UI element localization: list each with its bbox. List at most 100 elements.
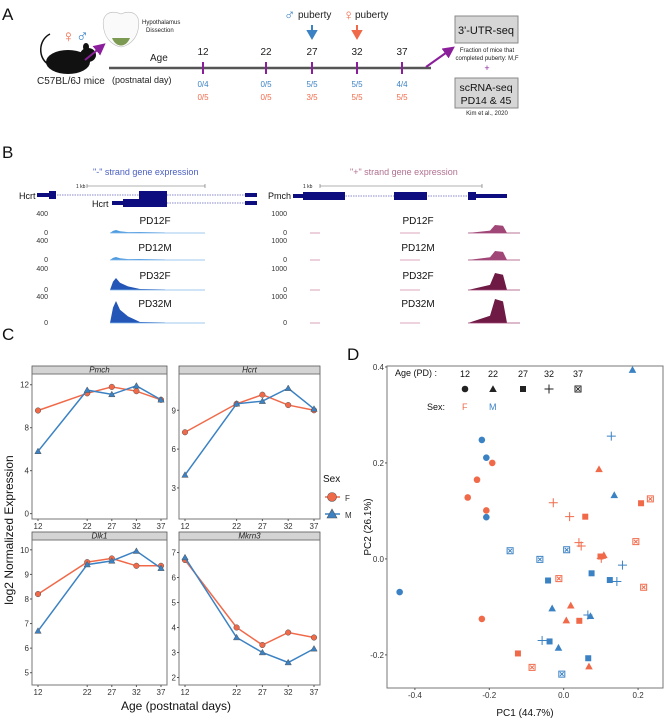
- utr-seq-box: [454, 15, 519, 44]
- data-point-female: [285, 629, 292, 636]
- track-scale-max: 400: [36, 211, 48, 218]
- scale-bar: [319, 184, 483, 188]
- data-point-male: [232, 400, 241, 407]
- y-tick-label: 5: [25, 669, 30, 678]
- pca-point-M-12: [483, 513, 490, 521]
- gene-label-hcrt: Hcrt: [92, 199, 109, 209]
- age-label: Age: [150, 53, 168, 64]
- y-tick-label: 5: [172, 599, 177, 608]
- female-symbol-icon: ♀: [62, 27, 75, 46]
- female-fraction: 5/5: [396, 93, 408, 102]
- data-point-male: [83, 560, 91, 568]
- x-tick-label: 37: [157, 522, 166, 531]
- pca-point-M-32: [583, 610, 593, 620]
- pca-point-M-27: [545, 577, 552, 584]
- legend-age-label: 27: [518, 369, 528, 379]
- data-point-male: [232, 633, 241, 641]
- track-label: PD32M: [138, 299, 171, 310]
- male-fraction: 0/4: [197, 80, 209, 89]
- female-symbol-icon: ♀: [343, 7, 354, 24]
- coverage-peak-plus: [468, 273, 507, 290]
- y-tick-label: 6: [172, 574, 177, 583]
- coverage-peak-plus: [468, 251, 507, 260]
- x-tick-label: 27: [258, 522, 267, 531]
- scale-bar-label: 1 kb: [76, 184, 86, 190]
- track-label: PD32M: [401, 299, 434, 310]
- legend-sex-female: F: [462, 402, 468, 412]
- track-scale-min: 0: [44, 257, 48, 264]
- pca-point-F-32: [576, 541, 586, 551]
- pca-point-F-37: [640, 583, 648, 591]
- y-tick-label: 4: [25, 467, 30, 476]
- panel-label-c: C: [2, 325, 14, 344]
- pca-point-F-22: [585, 662, 593, 670]
- pca-point-M-12: [483, 454, 490, 461]
- pca-point-M-22: [628, 366, 637, 373]
- data-point-female: [133, 388, 140, 395]
- gene-model-hcrt: [37, 191, 257, 199]
- facet-title: Dlk1: [91, 532, 107, 541]
- minus-strand-title: "-" strand gene expression: [93, 167, 198, 177]
- data-point-male: [34, 447, 42, 454]
- age-tick-label: 12: [197, 47, 209, 58]
- legend-age-label: 37: [573, 369, 583, 379]
- legend-sex-title: Sex:: [427, 402, 445, 412]
- data-point-female: [259, 391, 266, 398]
- data-point-female: [259, 641, 266, 649]
- coverage-peak-minus: [110, 301, 165, 323]
- pca-point-M-22: [610, 491, 619, 499]
- y-tick-label: 6: [172, 445, 177, 454]
- female-fraction: 0/5: [260, 93, 272, 102]
- x-tick-label: 27: [258, 688, 267, 697]
- track-scale-max: 400: [36, 238, 48, 245]
- data-point-female: [108, 383, 115, 390]
- data-point-male: [83, 386, 91, 393]
- y-tick-label: 3: [172, 484, 177, 493]
- x-axis-label: Age (postnatal days): [121, 699, 231, 713]
- track-scale-min: 0: [283, 257, 287, 264]
- pc2-axis-label: PC2 (26.1%): [363, 498, 374, 555]
- coverage-peak-plus: [468, 225, 507, 233]
- gene-model-pmch: [293, 192, 507, 200]
- track-label: PD32F: [402, 271, 433, 282]
- x-tick-label: 37: [310, 688, 319, 697]
- data-point-male: [181, 471, 189, 478]
- data-point-male: [157, 564, 165, 571]
- x-tick-label: 22: [232, 688, 241, 697]
- pca-point-F-37: [555, 575, 563, 583]
- scale-bar-label: 1 kb: [303, 184, 313, 190]
- legend-entry-male: M: [345, 511, 352, 520]
- x-tick-label: 22: [83, 522, 92, 531]
- pca-plot-area: [386, 365, 664, 689]
- pca-point-F-12: [488, 459, 496, 467]
- pca-point-M-32: [606, 431, 616, 441]
- panel-label-b: B: [2, 143, 13, 162]
- data-point-male: [258, 648, 267, 656]
- panel-label-d: D: [347, 345, 359, 364]
- y-axis-label: log2 Normalized Expression: [2, 455, 16, 604]
- pca-point-M-32: [617, 560, 627, 570]
- legend-entry-female: F: [345, 494, 350, 503]
- gene-label-pmch: Pmch: [268, 191, 291, 201]
- female-fraction: 5/5: [351, 93, 363, 102]
- pca-point-M-32: [612, 576, 622, 586]
- pca-point-F-37: [632, 538, 640, 546]
- data-point-female: [233, 624, 240, 631]
- pca-point-F-32: [596, 553, 606, 563]
- scale-bar: [86, 184, 206, 188]
- mouse-strain-label: C57BL/6J mice: [37, 76, 105, 87]
- facet-panel: [31, 539, 168, 686]
- data-point-male: [310, 645, 318, 652]
- male-fraction: 5/5: [351, 80, 363, 89]
- pc1-axis-label: PC1 (44.7%): [496, 708, 553, 719]
- data-point-male: [310, 405, 318, 412]
- plus-sign: +: [484, 63, 489, 73]
- pca-point-F-27: [514, 650, 521, 657]
- data-point-female: [181, 429, 189, 436]
- x-tick-label: -0.2: [482, 691, 496, 700]
- y-tick-label: 9: [172, 406, 177, 415]
- pca-point-M-37: [506, 547, 514, 555]
- y-tick-label: 0.0: [373, 555, 385, 564]
- data-point-male: [258, 397, 267, 404]
